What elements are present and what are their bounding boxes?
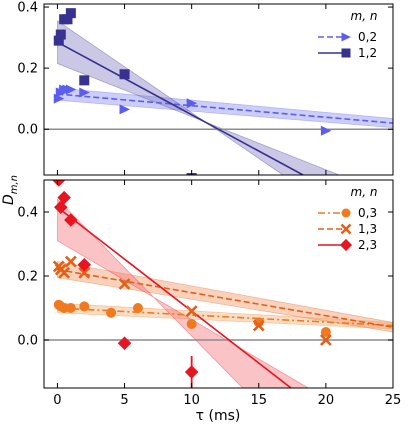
data-point-0-3-3 xyxy=(65,303,76,313)
lower-legend: m, n 0,3 1,3 2,3 xyxy=(318,185,377,252)
x-tick-label-10: 10 xyxy=(183,393,200,408)
data-point-0-3-7 xyxy=(186,319,197,329)
data-point-1-3-5 xyxy=(118,278,131,290)
lower-panel: 0 5 10 15 20 25 0.0 0.2 0.4 m, n 0,3 1,3 2,3 xyxy=(17,179,401,408)
legend-label-0-2: 0,2 xyxy=(358,30,377,44)
data-point-0-2-5 xyxy=(79,87,90,98)
y-tick-label-0: 0.0 xyxy=(17,334,38,349)
data-point-0-2-8 xyxy=(320,125,332,136)
legend-label-1-3: 1,3 xyxy=(358,222,377,236)
data-point-1-3-2-stroke-b xyxy=(58,266,71,279)
data-point-2-3-3 xyxy=(64,213,78,227)
legend-marker-0-2 xyxy=(341,32,351,42)
x-tick-label-25: 25 xyxy=(385,393,402,408)
data-point-0-2-7 xyxy=(186,98,198,109)
y-tick-label-0.2: 0.2 xyxy=(17,62,38,77)
data-point-2-3-4 xyxy=(77,258,92,272)
data-points xyxy=(52,180,332,388)
data-point-0-3-6 xyxy=(132,303,143,313)
data-point-1-3-7-stroke-b xyxy=(252,319,265,332)
x-axis-label: τ (ms) xyxy=(196,408,241,424)
x-tick-label-20: 20 xyxy=(318,393,335,408)
data-point-1-3-2 xyxy=(58,266,71,279)
y-tick-label-0.2: 0.2 xyxy=(17,270,38,285)
data-point-2-3-0 xyxy=(52,180,66,187)
y-tick-label-0.4: 0.4 xyxy=(17,1,38,16)
legend-title: m, n xyxy=(351,9,378,23)
data-point-1-3-7 xyxy=(252,319,265,332)
data-point-1-2-3 xyxy=(62,14,73,25)
x-tick-label-5: 5 xyxy=(120,393,128,408)
y-axis-label-subscript: m,n xyxy=(9,175,20,194)
data-point-0-3-9 xyxy=(320,327,331,337)
fit-line-1-3 xyxy=(57,268,393,328)
y-tick-label-0: 0.0 xyxy=(17,123,38,138)
fit-line-2-3 xyxy=(56,206,292,388)
legend-title: m, n xyxy=(351,185,378,199)
confidence-band-0-2 xyxy=(57,87,393,129)
lower-axes: 0 5 10 15 20 25 0.0 0.2 0.4 xyxy=(17,180,401,408)
fit-line-1-2 xyxy=(57,41,304,175)
data-point-1-3-8 xyxy=(319,334,332,346)
y-tick-label-0.4: 0.4 xyxy=(17,206,38,221)
x-tick-label-0: 0 xyxy=(53,393,61,408)
legend-label-1-2: 1,2 xyxy=(358,46,377,60)
data-points xyxy=(53,8,332,175)
legend-marker-0-3 xyxy=(341,208,351,218)
fit-lines xyxy=(57,41,393,175)
confidence-band-2-3 xyxy=(57,198,310,388)
confidence-band-1-3 xyxy=(57,261,393,333)
data-point-1-3-4-stroke-b xyxy=(78,266,91,279)
legend-marker-1-2 xyxy=(341,48,351,58)
data-point-0-2-4 xyxy=(65,84,77,95)
y-axis-label: Dm,n xyxy=(1,175,20,205)
fit-line-0-2 xyxy=(57,93,393,124)
legend-label-2-3: 2,3 xyxy=(358,238,377,252)
data-point-2-3-5 xyxy=(117,336,132,350)
upper-axes: 0.0 0.2 0.4 xyxy=(17,1,394,175)
data-point-1-2-4 xyxy=(65,8,76,19)
upper-panel-frame xyxy=(43,3,394,176)
data-point-1-2-0 xyxy=(53,35,64,46)
data-point-1-2-5 xyxy=(79,75,90,86)
data-point-1-3-4 xyxy=(78,266,91,279)
data-point-2-3-6 xyxy=(184,365,199,379)
upper-panel: 0.0 0.2 0.4 m, n 0,2 1,2 xyxy=(17,1,394,176)
data-point-1-2-1 xyxy=(55,29,66,40)
confidence-bands xyxy=(57,198,393,388)
data-point-1-3-3-stroke-b xyxy=(64,255,77,268)
x-tick-label-15: 15 xyxy=(250,393,267,408)
legend-label-0-3: 0,3 xyxy=(358,206,377,220)
data-point-1-3-6-stroke-b xyxy=(185,305,198,318)
data-point-0-3-5 xyxy=(106,307,117,318)
upper-legend: m, n 0,2 1,2 xyxy=(318,9,377,60)
legend-marker-1-3-stroke-b xyxy=(340,223,352,235)
data-point-1-3-3 xyxy=(64,255,77,268)
data-point-2-3-2 xyxy=(57,190,71,205)
y-axis-label-base: D xyxy=(1,194,17,205)
data-point-1-2-6 xyxy=(119,69,130,80)
lower-panel-frame xyxy=(43,179,394,389)
data-point-0-3-4 xyxy=(79,301,90,312)
data-point-1-3-5-stroke-b xyxy=(118,278,131,290)
data-point-0-2-6 xyxy=(119,104,131,115)
data-point-1-3-6 xyxy=(185,305,198,318)
legend-marker-1-3 xyxy=(340,223,352,235)
legend-marker-2-3 xyxy=(339,238,353,252)
data-point-1-3-8-stroke-b xyxy=(319,334,332,346)
